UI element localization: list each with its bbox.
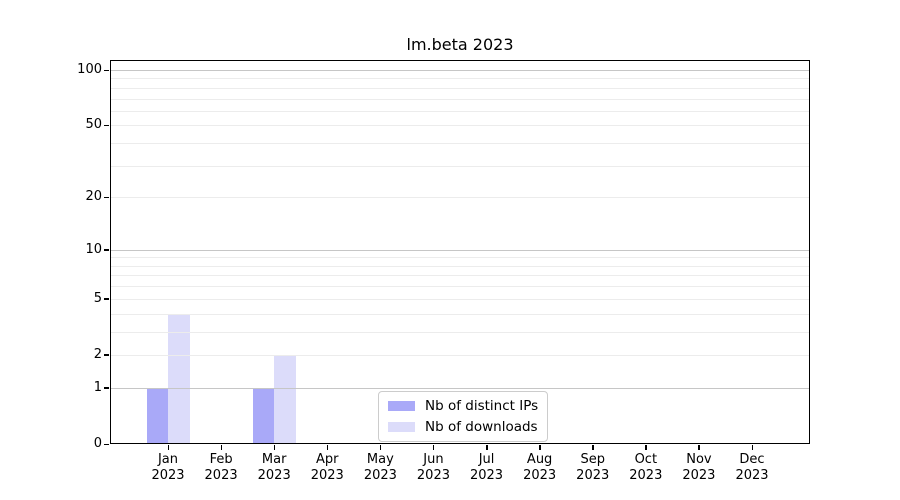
y-grid-major [110, 249, 810, 251]
y-grid-minor [110, 313, 810, 315]
y-axis-tick [104, 69, 109, 71]
y-grid-minor [110, 331, 810, 333]
x-axis-tick [273, 445, 276, 450]
x-tick-year: 2023 [363, 468, 397, 483]
y-grid-minor [110, 286, 810, 288]
legend-label-distinct-ips: Nb of distinct IPs [425, 398, 539, 414]
x-axis-tick [220, 445, 223, 450]
x-tick-year: 2023 [629, 468, 663, 483]
x-tick-label: Oct 2023 [616, 452, 676, 484]
x-tick-label: May 2023 [350, 452, 410, 484]
y-tick-label: 1 [93, 379, 102, 395]
legend-swatch-distinct-ips [388, 401, 415, 411]
y-grid-minor [110, 165, 810, 167]
x-axis-tick [751, 445, 753, 450]
y-grid-minor [110, 265, 810, 267]
bar-downloads [168, 313, 190, 444]
y-tick-label: 5 [93, 290, 102, 306]
y-axis-tick [104, 443, 109, 445]
y-grid-minor [110, 197, 810, 199]
x-tick-label: Sep 2023 [563, 452, 623, 484]
x-tick-year: 2023 [576, 468, 610, 483]
x-tick-year: 2023 [523, 468, 557, 483]
y-grid-minor [110, 275, 810, 277]
x-tick-year: 2023 [310, 468, 344, 483]
x-axis-tick [698, 445, 700, 450]
x-tick-label: Jan 2023 [138, 452, 198, 484]
y-tick-label: 50 [85, 117, 102, 133]
x-axis-tick [539, 445, 541, 450]
x-tick-label: Apr 2023 [297, 452, 357, 484]
legend-row-downloads: Nb of downloads [388, 419, 538, 435]
y-grid-minor [110, 354, 810, 356]
y-tick-label: 20 [85, 189, 102, 205]
legend-row-distinct-ips: Nb of distinct IPs [388, 398, 538, 414]
y-axis-tick [104, 387, 109, 389]
legend-label-downloads: Nb of downloads [425, 419, 538, 435]
y-axis-tick [104, 354, 109, 356]
bar-downloads [274, 354, 296, 444]
x-axis-tick [486, 445, 488, 450]
y-grid-minor [110, 110, 810, 112]
y-tick-label: 100 [77, 62, 102, 77]
y-axis-tick [104, 196, 109, 199]
x-axis-tick [379, 445, 382, 450]
x-tick-year: 2023 [151, 468, 185, 483]
y-grid-minor [110, 98, 810, 100]
y-grid-major [110, 387, 810, 389]
x-tick-label: Jun 2023 [403, 452, 463, 484]
x-axis-tick [326, 445, 329, 450]
x-tick-label: Mar 2023 [244, 452, 304, 484]
x-tick-label: Nov 2023 [669, 452, 729, 484]
x-tick-label: Feb 2023 [191, 452, 251, 484]
legend: Nb of distinct IPs Nb of downloads [378, 391, 549, 442]
y-tick-label: 0 [93, 436, 102, 451]
x-tick-label: Aug 2023 [510, 452, 570, 484]
x-tick-year: 2023 [204, 468, 238, 483]
x-tick-year: 2023 [416, 468, 450, 483]
chart-title: lm.beta 2023 [406, 35, 514, 54]
x-tick-year: 2023 [469, 468, 504, 483]
x-axis-tick [645, 445, 647, 450]
y-grid-minor [110, 143, 810, 145]
y-axis-tick [104, 298, 109, 300]
x-tick-year: 2023 [735, 468, 769, 483]
y-grid-minor [110, 257, 810, 259]
y-grid-major [110, 70, 810, 71]
x-tick-label: Jul 2023 [457, 452, 517, 484]
y-axis-tick [104, 124, 109, 127]
legend-swatch-downloads [388, 422, 415, 432]
y-tick-label: 10 [85, 241, 102, 257]
y-grid-minor [110, 298, 810, 300]
bar-distinct-ips [146, 387, 168, 444]
y-tick-label: 2 [93, 346, 102, 362]
x-axis-tick [432, 445, 435, 450]
bar-distinct-ips [252, 387, 275, 444]
y-grid-minor [110, 125, 810, 127]
x-tick-year: 2023 [682, 468, 716, 483]
x-axis-tick [592, 445, 594, 450]
plot-area-border [110, 60, 810, 444]
y-grid-minor [110, 87, 810, 89]
x-tick-year: 2023 [257, 468, 291, 483]
y-axis-tick [104, 249, 109, 251]
y-grid-minor [110, 78, 810, 80]
x-axis-tick [167, 445, 169, 450]
x-tick-label: Dec 2023 [722, 452, 782, 484]
